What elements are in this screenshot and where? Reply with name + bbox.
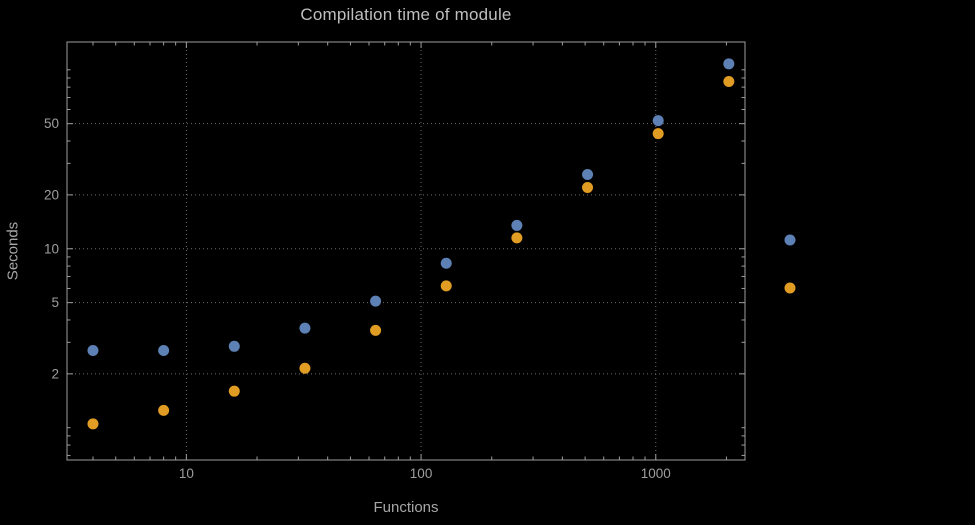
point-series-1: [370, 295, 382, 307]
point-series-2: [158, 404, 170, 416]
point-series-1: [723, 58, 735, 70]
x-tick-label: 10: [179, 466, 194, 481]
point-series-2: [299, 362, 311, 374]
legend-marker-series-1: [784, 234, 796, 246]
y-tick-label: 5: [51, 295, 59, 310]
point-series-2: [652, 128, 664, 140]
point-series-1: [582, 168, 594, 180]
x-tick-label: 100: [410, 466, 433, 481]
y-tick-label: 10: [44, 241, 59, 256]
point-series-2: [440, 280, 452, 292]
y-tick-label: 50: [44, 116, 59, 131]
point-series-1: [87, 345, 99, 357]
y-tick-label: 20: [44, 187, 59, 202]
y-tick-label: 2: [51, 366, 59, 381]
point-series-1: [511, 219, 523, 231]
point-series-2: [582, 181, 594, 193]
chart-title: Compilation time of module: [300, 5, 512, 24]
point-series-1: [158, 345, 170, 357]
point-series-2: [723, 76, 735, 88]
point-series-1: [228, 340, 240, 352]
plot-frame: [66, 41, 746, 461]
x-tick-label: 1000: [641, 466, 671, 481]
point-series-2: [370, 324, 382, 336]
point-series-2: [87, 418, 99, 430]
point-series-1: [440, 257, 452, 269]
point-series-1: [299, 322, 311, 334]
point-series-1: [652, 115, 664, 127]
point-series-2: [228, 385, 240, 397]
x-axis-label: Functions: [373, 499, 439, 516]
legend-marker-series-2: [784, 282, 796, 294]
point-series-2: [511, 232, 523, 244]
